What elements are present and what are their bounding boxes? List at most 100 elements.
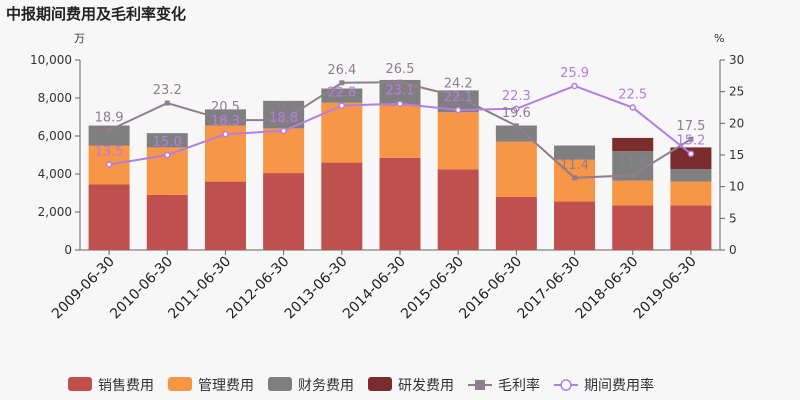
point-毛利率	[688, 136, 694, 142]
bar-财务费用	[437, 90, 479, 113]
data-label-毛利率: 24.2	[444, 77, 473, 92]
bar-销售费用	[204, 181, 246, 250]
bar-管理费用	[670, 181, 712, 206]
point-毛利率	[281, 117, 287, 123]
point-期间费用率	[396, 100, 404, 107]
data-label-毛利率: 11.4	[560, 158, 589, 173]
bar-series	[88, 79, 712, 250]
legend-marker-期间费用率	[560, 379, 572, 391]
data-label-期间费用率: 13.5	[95, 145, 124, 160]
bar-销售费用	[554, 201, 596, 250]
left-tick-label: 0	[64, 243, 72, 257]
point-毛利率	[106, 127, 112, 133]
bar-财务费用	[88, 125, 130, 146]
legend-swatch-研发费用	[368, 377, 392, 391]
data-label-期间费用率: 18.8	[269, 111, 298, 126]
right-tick-label: 0	[729, 243, 737, 257]
point-毛利率	[164, 100, 170, 106]
left-tick-label: 4,000	[38, 167, 72, 181]
left-tick-label: 8,000	[38, 91, 72, 105]
legend-label-销售费用: 销售费用	[98, 378, 154, 394]
legend-marker-毛利率	[475, 380, 485, 390]
right-tick-label: 25	[729, 85, 744, 99]
data-label-期间费用率: 22.3	[502, 89, 531, 104]
bar-销售费用	[321, 162, 363, 250]
data-label-期间费用率: 22.5	[618, 88, 647, 103]
point-毛利率	[339, 80, 345, 86]
bar-研发费用	[670, 147, 712, 170]
point-期间费用率	[687, 150, 695, 157]
data-label-期间费用率: 22.1	[444, 90, 473, 105]
right-tick-label: 20	[729, 116, 744, 130]
bar-销售费用	[670, 205, 712, 250]
left-axis-unit: 万	[74, 32, 85, 45]
data-labels: 18.9 23.2 20.5 20.5 26.4 26.5 24.2 19.6 11.4 11.8…	[95, 62, 706, 173]
data-label-毛利率: 18.9	[95, 110, 124, 125]
legend-label-毛利率: 毛利率	[498, 377, 540, 394]
point-期间费用率	[454, 106, 462, 114]
data-label-毛利率: 20.5	[269, 100, 298, 115]
bar-财务费用	[495, 125, 537, 142]
x-tick-label: 2019-06-30	[631, 254, 700, 323]
bar-财务费用	[670, 169, 712, 182]
legend-label-期间费用率: 期间费用率	[584, 377, 654, 394]
bar-管理费用	[379, 105, 421, 158]
data-label-期间费用率: 15.2	[676, 134, 705, 149]
data-label-毛利率: 19.6	[502, 106, 531, 121]
bar-销售费用	[379, 157, 421, 250]
bar-财务费用	[554, 145, 596, 160]
data-label-毛利率: 17.5	[676, 119, 705, 134]
bar-财务费用	[146, 133, 188, 148]
bar-管理费用	[612, 180, 654, 206]
bar-销售费用	[263, 173, 305, 250]
point-期间费用率	[280, 127, 287, 135]
point-期间费用率	[513, 105, 520, 113]
bar-销售费用	[437, 169, 479, 250]
chart-title: 中报期间费用及毛利率变化	[6, 5, 186, 23]
bar-销售费用	[88, 184, 130, 250]
bar-管理费用	[495, 141, 537, 197]
data-label-期间费用率: 15.0	[153, 135, 182, 150]
bar-财务费用	[263, 100, 305, 129]
point-毛利率	[513, 123, 519, 129]
data-label-期间费用率: 22.8	[327, 86, 356, 101]
data-label-毛利率: 26.4	[327, 63, 356, 78]
bar-财务费用	[204, 109, 246, 126]
bar-管理费用	[263, 128, 305, 174]
right-tick-label: 10	[729, 180, 744, 194]
legend: 销售费用 管理费用 财务费用 研发费用 毛利率 期间费用率	[68, 377, 654, 394]
legend-swatch-销售费用	[68, 377, 92, 391]
left-tick-label: 6,000	[38, 129, 72, 143]
legend-label-研发费用: 研发费用	[398, 378, 454, 394]
data-label-期间费用率: 23.1	[386, 84, 415, 99]
legend-label-财务费用: 财务费用	[298, 378, 354, 394]
bar-销售费用	[495, 196, 537, 250]
point-毛利率	[572, 175, 578, 181]
point-期间费用率	[222, 130, 229, 138]
bar-财务费用	[321, 88, 363, 103]
point-期间费用率	[105, 161, 113, 168]
bar-管理费用	[437, 112, 479, 170]
data-label-毛利率: 11.8	[618, 155, 647, 170]
point-期间费用率	[571, 82, 578, 90]
data-label-期间费用率: 18.3	[211, 114, 240, 129]
right-tick-label: 5	[729, 211, 737, 225]
right-tick-label: 15	[729, 148, 744, 162]
point-毛利率	[397, 79, 403, 85]
point-毛利率	[630, 172, 636, 178]
legend-swatch-管理费用	[168, 377, 192, 391]
bar-销售费用	[612, 205, 654, 250]
data-label-毛利率: 20.5	[211, 100, 240, 115]
left-tick-label: 10,000	[30, 53, 72, 67]
bar-销售费用	[146, 194, 188, 250]
data-label-期间费用率: 25.9	[560, 66, 589, 81]
left-tick-label: 2,000	[38, 205, 72, 219]
bar-管理费用	[321, 102, 363, 163]
legend-swatch-财务费用	[268, 377, 292, 391]
line-series	[105, 79, 695, 181]
data-label-毛利率: 26.5	[386, 62, 415, 77]
point-毛利率	[222, 117, 228, 123]
point-期间费用率	[338, 102, 346, 109]
data-label-毛利率: 23.2	[153, 83, 182, 98]
bar-研发费用	[612, 137, 654, 152]
